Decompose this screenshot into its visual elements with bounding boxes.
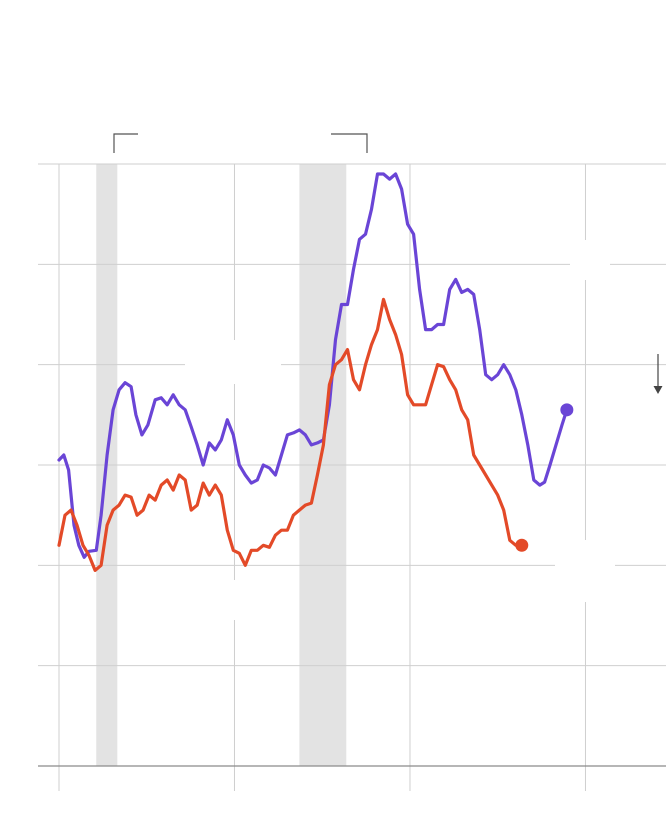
right-bracket-marker	[331, 133, 368, 153]
left-bracket-marker	[113, 133, 138, 153]
series-line-1	[57, 172, 569, 559]
series-lines	[57, 172, 569, 572]
series-end-marker-2	[515, 538, 529, 552]
series-end-marker-1	[560, 403, 574, 417]
end-markers	[515, 403, 574, 552]
arrow-down-icon	[653, 386, 663, 394]
annotations	[113, 133, 663, 394]
series-line-2	[57, 297, 524, 572]
label-gaps	[185, 240, 615, 620]
